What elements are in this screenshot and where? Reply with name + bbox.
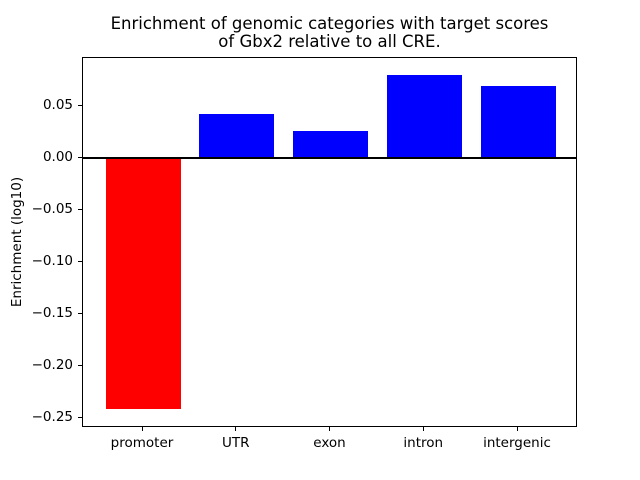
chart-title: Enrichment of genomic categories with ta… bbox=[110, 14, 549, 51]
x-tick-mark-UTR bbox=[235, 427, 237, 431]
y-tick-label-−0.15: −0.15 bbox=[31, 304, 73, 321]
y-tick-label-0.00: 0.00 bbox=[42, 148, 73, 165]
y-tick-label-−0.05: −0.05 bbox=[31, 200, 73, 217]
x-tick-label-intron: intron bbox=[403, 435, 444, 451]
x-tick-mark-exon bbox=[329, 427, 330, 431]
y-tick-mark-0.05 bbox=[78, 104, 82, 106]
y-tick-mark-−0.05 bbox=[78, 208, 82, 210]
y-tick-mark-−0.10 bbox=[78, 260, 82, 262]
x-tick-mark-intron bbox=[422, 427, 424, 431]
y-tick-mark-−0.20 bbox=[78, 364, 82, 366]
y-tick-label-−0.20: −0.20 bbox=[31, 356, 73, 373]
y-tick-mark-0.00 bbox=[78, 156, 82, 158]
x-tick-mark-intergenic bbox=[516, 427, 518, 431]
bar-UTR bbox=[199, 114, 275, 159]
y-tick-label-−0.25: −0.25 bbox=[31, 408, 73, 425]
y-tick-mark-−0.25 bbox=[78, 416, 82, 418]
x-tick-mark-promoter bbox=[141, 427, 143, 431]
x-tick-label-promoter: promoter bbox=[110, 435, 174, 451]
zero-line bbox=[83, 157, 576, 160]
y-axis-label: Enrichment (log10) bbox=[9, 176, 25, 308]
x-tick-label-intergenic: intergenic bbox=[483, 435, 551, 451]
plot-area bbox=[82, 57, 577, 427]
bar-exon bbox=[293, 131, 368, 159]
x-tick-label-exon: exon bbox=[313, 435, 346, 451]
y-tick-label-0.05: 0.05 bbox=[42, 96, 73, 113]
y-tick-mark-−0.15 bbox=[78, 312, 82, 314]
y-tick-label-−0.10: −0.10 bbox=[31, 252, 73, 269]
bar-intron bbox=[386, 74, 462, 159]
bar-intergenic bbox=[480, 86, 556, 159]
bar-promoter bbox=[105, 158, 181, 409]
x-tick-label-UTR: UTR bbox=[221, 435, 250, 451]
